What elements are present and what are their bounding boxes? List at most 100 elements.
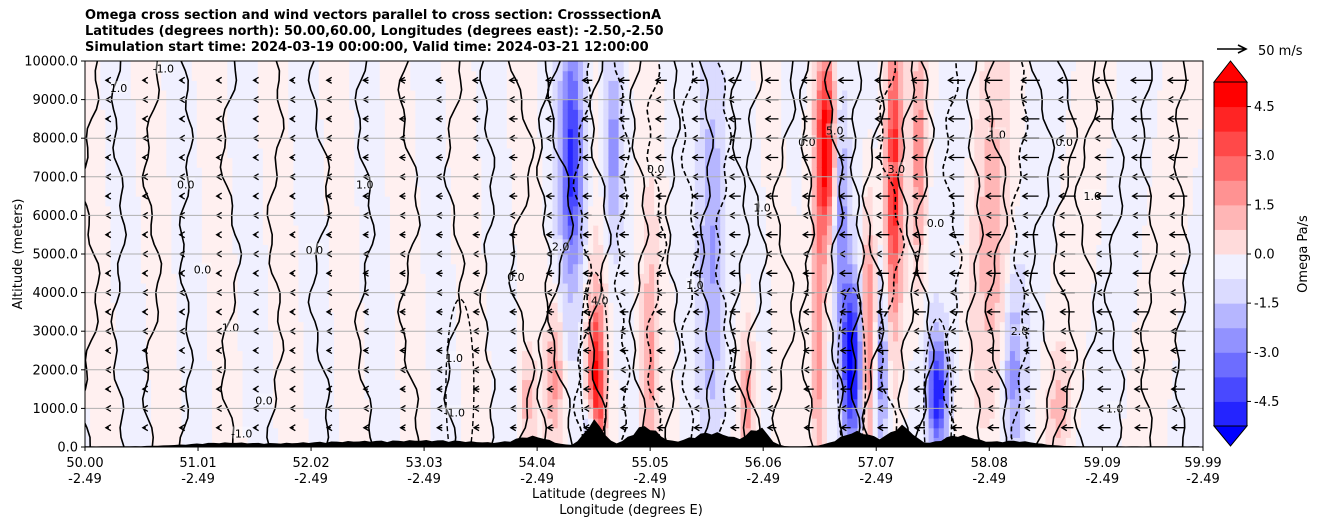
omega-field-cell [308,292,315,303]
omega-field-cell [704,99,711,110]
omega-field-cell [669,321,676,332]
omega-field-cell [552,263,559,274]
omega-field-cell [684,244,691,255]
omega-field-cell [583,379,589,390]
omega-field-cell [567,379,574,390]
omega-field-cell [466,109,472,120]
omega-field-cell [394,263,401,274]
omega-field-cell [354,263,361,274]
omega-field-cell [339,186,345,197]
omega-field-cell [191,263,198,274]
omega-field-cell [542,234,549,245]
omega-field-cell [501,186,508,197]
omega-field-cell [186,292,193,303]
omega-field-cell [151,138,157,149]
omega-field-cell [252,340,259,352]
omega-field-cell [242,128,249,139]
omega-field-cell [516,379,523,390]
omega-field-cell [196,273,203,284]
omega-field-cell [334,70,340,81]
omega-field-cell [232,186,239,197]
omega-field-cell [674,254,681,265]
omega-field-cell [145,398,152,409]
omega-field-cell [359,147,366,159]
omega-field-cell [161,215,167,226]
omega-field-cell [252,369,259,381]
omega-field-cell [567,61,574,72]
omega-field-cell [694,225,701,236]
omega-field-cell [267,61,274,72]
omega-field-cell [293,379,300,390]
omega-field-cell [471,292,477,303]
omega-field-cell [145,186,152,197]
omega-field-cell [151,80,157,91]
omega-field-cell [613,389,620,400]
omega-field-cell [440,282,447,294]
omega-field-cell [506,408,513,419]
omega-field-cell [394,80,401,91]
omega-field-cell [400,205,406,216]
omega-field-cell [125,99,132,110]
omega-field-cell [176,138,183,149]
omega-field-cell [430,196,437,207]
omega-field-cell [623,311,630,323]
omega-field-cell [196,321,203,332]
omega-field-cell [694,147,701,159]
omega-field-cell [247,128,254,139]
omega-field-cell [679,273,686,284]
omega-field-cell [105,379,112,390]
omega-field-cell [669,99,676,110]
omega-field-cell [537,118,543,130]
omega-field-cell [186,176,193,188]
omega-field-cell [339,408,345,419]
omega-field-cell [145,89,152,101]
omega-field-cell [283,427,289,438]
omega-field-cell [598,292,604,303]
omega-field-cell [196,311,203,323]
omega-field-cell [257,186,264,197]
omega-field-cell [450,157,457,168]
omega-field-cell [537,244,543,255]
omega-field-cell [186,427,193,438]
omega-field-cell [527,273,533,284]
omega-field-cell [583,118,589,130]
omega-field-cell [262,109,269,120]
omega-field-cell [603,186,610,197]
omega-field-cell [308,389,315,400]
omega-field-cell [201,89,208,101]
omega-field-cell [552,70,559,81]
omega-field-cell [186,244,193,255]
omega-field-cell [212,427,218,438]
omega-field-cell [537,80,543,91]
omega-field-cell [186,186,193,197]
omega-field-cell [669,292,676,303]
omega-field-cell [547,427,554,438]
omega-field-cell [181,379,188,390]
omega-field-cell [608,369,615,381]
omega-field-cell [161,205,167,216]
omega-field-cell [283,418,289,429]
omega-field-cell [649,99,655,110]
omega-field-cell [318,234,325,245]
omega-field-cell [105,331,112,342]
omega-field-cell [649,186,655,197]
omega-field-cell [196,379,203,390]
omega-field-cell [552,398,559,409]
omega-field-cell [496,331,503,342]
omega-field-cell [532,263,538,274]
omega-field-cell [318,427,325,438]
omega-field-cell [461,311,467,323]
omega-field-cell [400,70,406,81]
omega-field-cell [252,418,259,429]
omega-field-cell [425,360,432,371]
omega-field-cell [435,128,442,139]
omega-field-cell [273,427,279,438]
omega-field-cell [532,205,538,216]
omega-field-cell [196,350,203,361]
omega-field-cell [217,128,223,139]
omega-field-cell [161,70,167,81]
omega-field-cell [242,89,249,101]
omega-field-cell [476,389,482,400]
omega-field-cell [349,254,355,265]
omega-field-cell [471,109,477,120]
